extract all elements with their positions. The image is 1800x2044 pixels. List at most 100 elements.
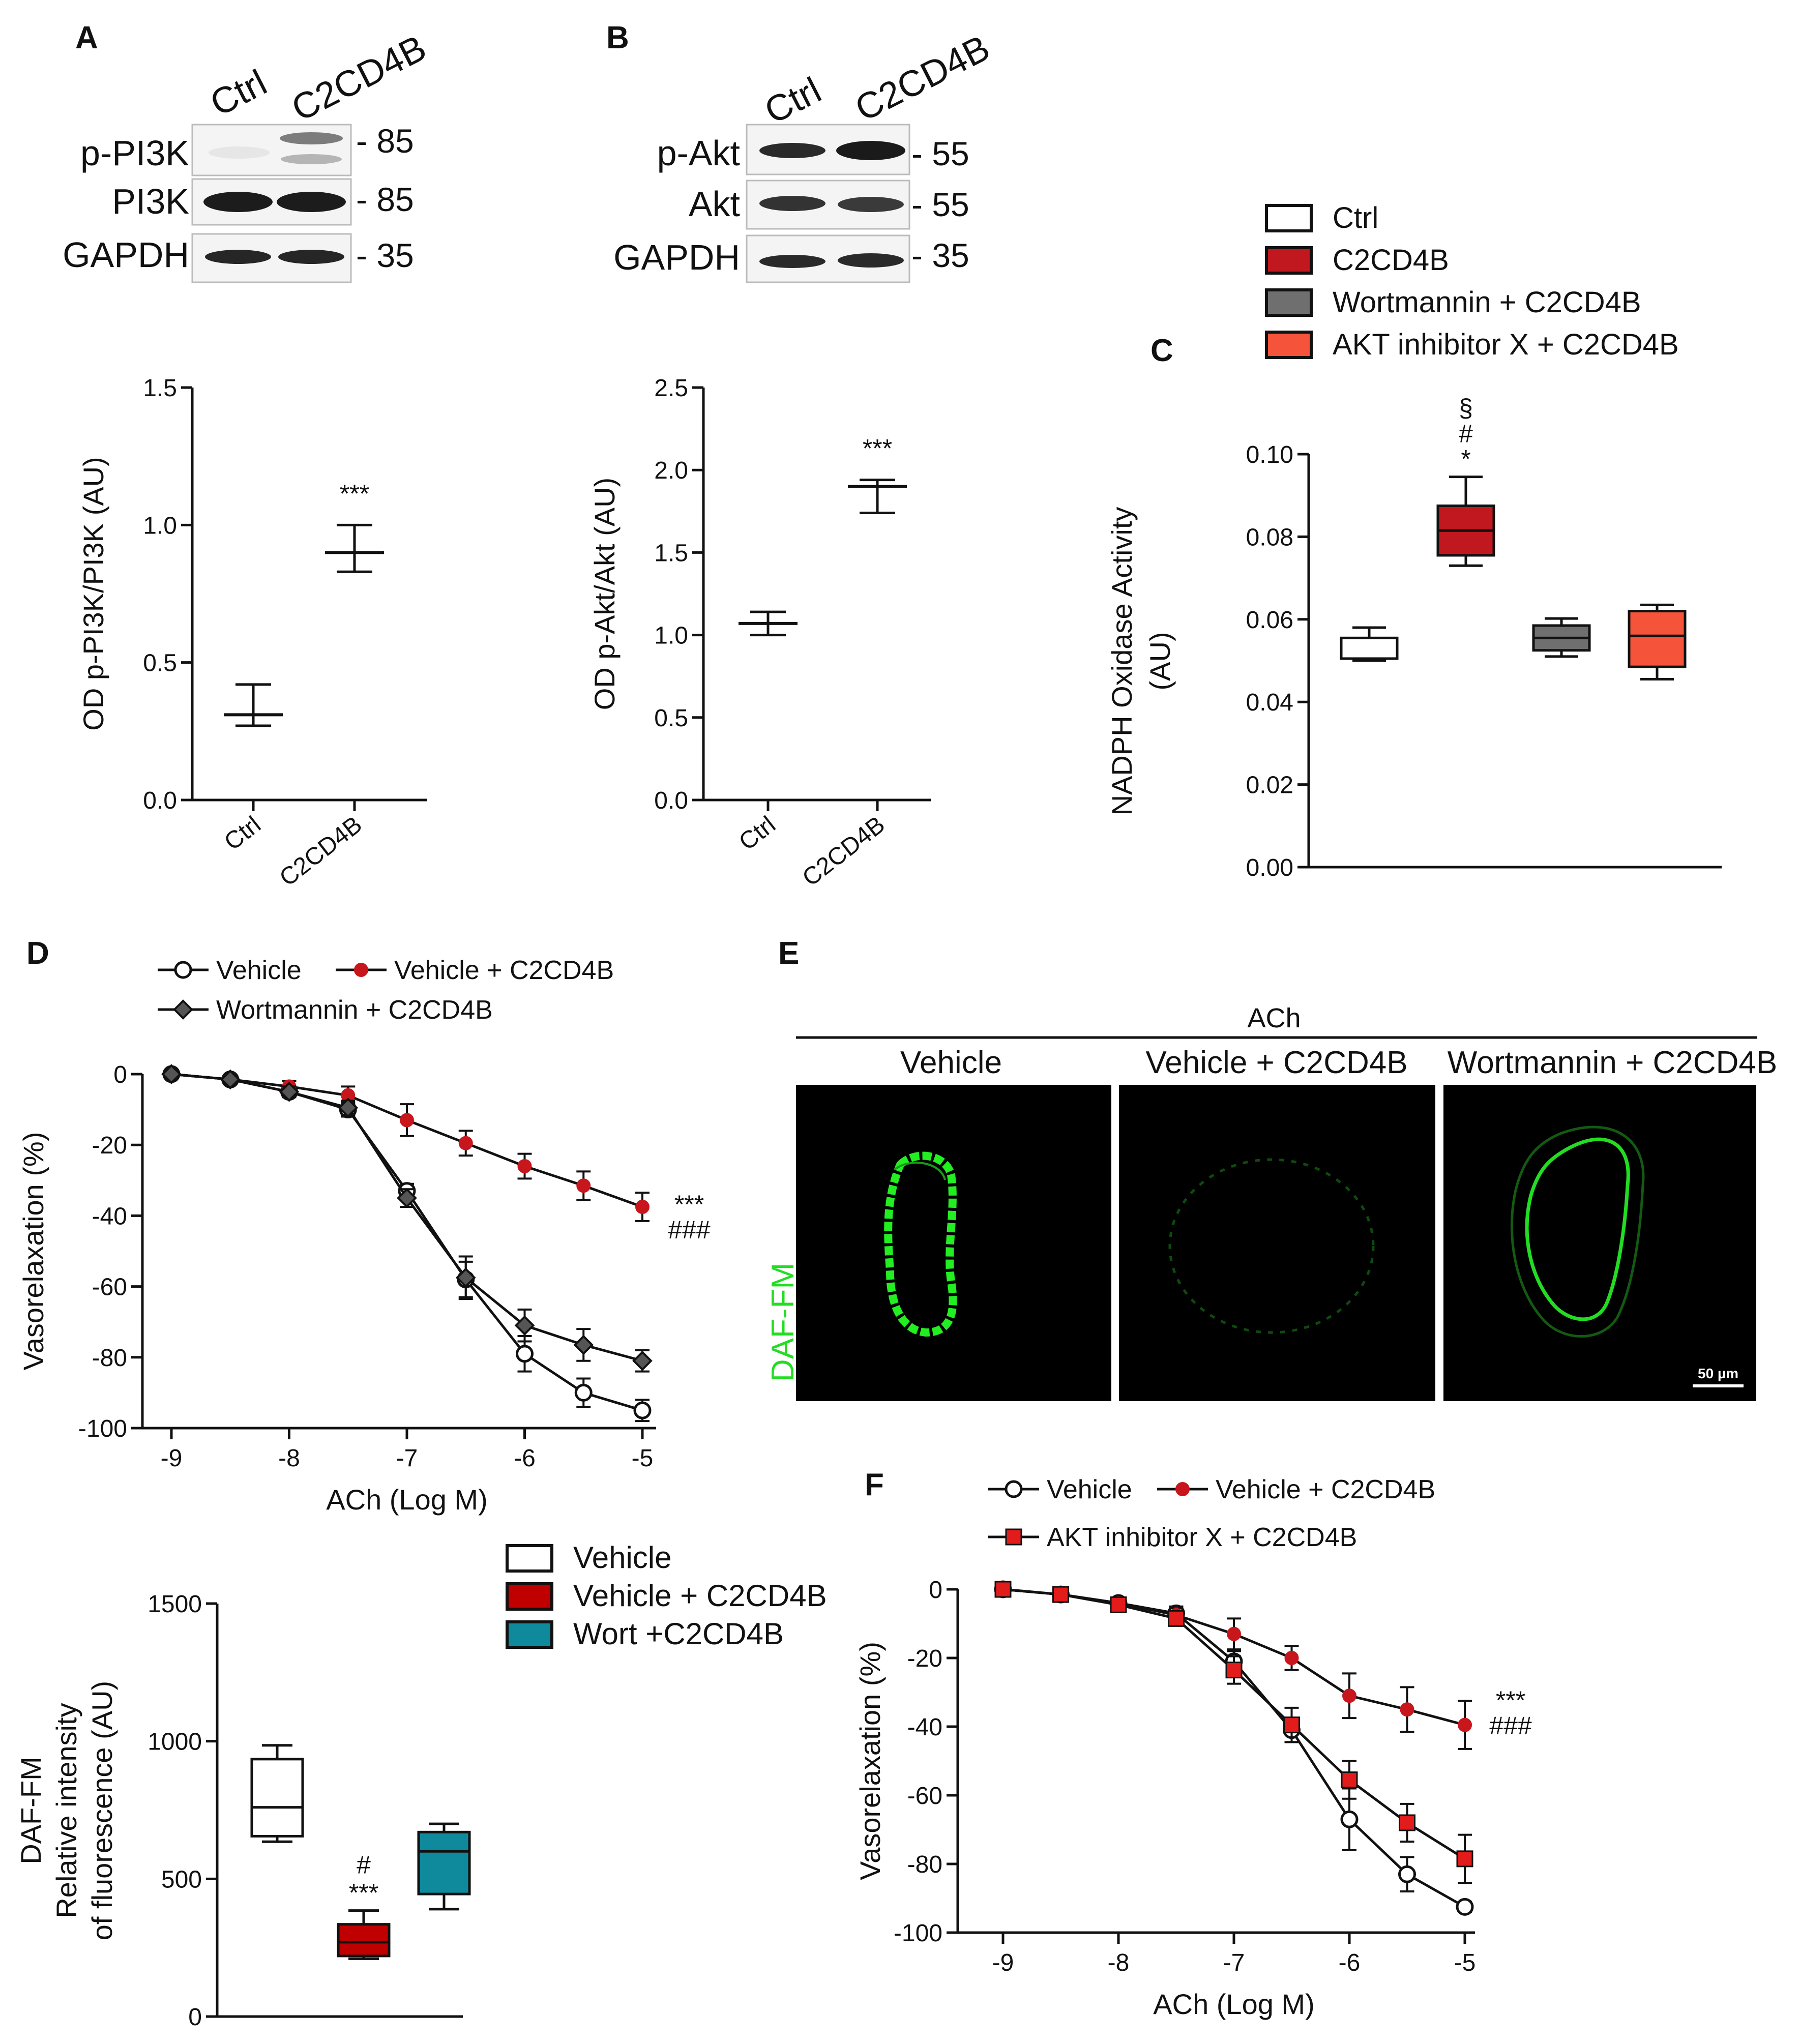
chart-c-significance: §	[1459, 394, 1473, 423]
blot-b-mw-pakt: - 55	[911, 135, 969, 172]
chart-d-point-red-circle	[458, 1136, 473, 1150]
chart-a-x-tick-label: C2CD4B	[275, 811, 367, 892]
micro-image-vehicle	[796, 1085, 1111, 1401]
chart-d-point-diamond	[397, 1188, 417, 1208]
chart-daf-legend-swatch	[506, 1582, 553, 1611]
chart-d-point-diamond	[161, 1064, 182, 1084]
chart-d-point-red-circle	[635, 1200, 650, 1214]
chart-f-point-red-circle	[1284, 1651, 1299, 1665]
chart-daf-legend-swatch	[506, 1544, 553, 1573]
chart-f-y-tick-label: -100	[894, 1920, 942, 1947]
chart-f-y-label: Vasorelaxation (%)	[854, 1642, 886, 1880]
panel-letter-b: B	[606, 20, 629, 55]
chart-a-y-tick-label: 0.0	[143, 787, 177, 814]
chart-d-point-diamond	[338, 1098, 359, 1118]
chart-daf-y-tick-label: 1000	[147, 1729, 202, 1756]
chart-d-significance: ***	[674, 1190, 704, 1219]
micro-col-vehicle: Vehicle	[900, 1045, 1002, 1080]
chart-f-x-tick-label: -7	[1223, 1949, 1245, 1976]
chart-d-point-diamond	[279, 1081, 300, 1102]
chart-d-x-tick-label: -9	[161, 1445, 183, 1472]
chart-f-significance: ***	[1496, 1686, 1525, 1714]
chart-daf-y-label-line1: DAF-FM	[15, 1757, 47, 1864]
chart-f-point-red-circle	[1227, 1626, 1241, 1641]
chart-d-x-tick-label: -8	[278, 1445, 300, 1472]
chart-d-x-tick-label: -6	[514, 1445, 536, 1472]
panel-letter-e: E	[778, 936, 799, 971]
chart-c-y-tick-label: 0.02	[1246, 772, 1293, 799]
chart-d-legend-label: Vehicle	[216, 956, 302, 985]
chart-f-point-open-circle	[1456, 1898, 1474, 1916]
chart-daf-legend-swatch	[506, 1620, 553, 1649]
chart-c-y-tick-label: 0.00	[1246, 854, 1293, 881]
micro-image-vehicle-c2cd4b	[1119, 1085, 1435, 1401]
chart-c-y-tick-label: 0.08	[1246, 524, 1293, 551]
chart-d-point-open-circle	[574, 1383, 593, 1402]
chart-daf-legend-label: Vehicle	[573, 1541, 671, 1575]
chart-f-point-red-circle	[1458, 1717, 1472, 1732]
panel-letter-d: D	[26, 936, 49, 971]
chart-f-significance: ###	[1489, 1711, 1532, 1740]
chart-a-pi3k: 0.0 0.5 1.0 1.5 Ctrl C2CD4B *** OD p-PI3K/PI3K …	[77, 375, 427, 892]
chart-c-significance: *	[1461, 445, 1470, 473]
chart-d-legend-label: Wortmannin + C2CD4B	[216, 995, 493, 1025]
chart-f-legend-label: Vehicle	[1047, 1475, 1132, 1504]
chart-f-point-red-square	[1052, 1586, 1069, 1603]
micro-stain-label: DAF-FM	[765, 1263, 801, 1382]
chart-f-x-label: ACh (Log M)	[1153, 1988, 1314, 2020]
chart-c-y-tick-label: 0.04	[1246, 689, 1293, 716]
chart-c-y-label-line1: NADPH Oxidase Activity	[1106, 507, 1138, 816]
panel-letter-f: F	[865, 1467, 884, 1502]
chart-b-y-label: OD p-Akt/Akt (AU)	[588, 478, 621, 710]
blot-b-row-gapdh: GAPDH - 35	[613, 234, 969, 283]
chart-d-vasorelaxation: 0 -20 -40 -60 -80 -100 -9 -8 -7 -6 -5 ACh (Log M) Va…	[17, 956, 711, 1516]
chart-b-x-tick-label: Ctrl	[734, 811, 780, 856]
blot-a-mw-gapdh: - 35	[356, 236, 414, 274]
chart-c-y-label-line2: (AU)	[1144, 632, 1176, 690]
chart-a-y-tick-label: 0.5	[143, 650, 177, 677]
chart-f-point-open-circle	[1398, 1865, 1416, 1883]
chart-f-x-tick-label: -8	[1108, 1949, 1130, 1976]
chart-a-y-tick-label: 1.0	[143, 512, 177, 539]
chart-f-point-red-square	[1168, 1610, 1185, 1627]
chart-f-point-red-square	[1225, 1662, 1243, 1679]
chart-f-point-red-square	[994, 1581, 1012, 1598]
blot-a-row-gapdh: GAPDH - 35	[63, 233, 414, 283]
chart-daf-box	[337, 1923, 391, 1958]
chart-f-point-red-square	[1110, 1596, 1127, 1613]
chart-d-point-open-circle	[516, 1345, 534, 1363]
chart-f-y-tick-label: 0	[929, 1577, 942, 1604]
chart-d-point-diamond	[455, 1267, 476, 1288]
chart-b-y-tick-label: 1.0	[654, 623, 688, 649]
chart-f-legend-point-red-circle	[1175, 1482, 1190, 1496]
blot-b-label-pakt: p-Akt	[657, 133, 740, 173]
micro-header: ACh	[1247, 1003, 1301, 1033]
chart-c-nadph: 0.00 0.02 0.04 0.06 0.08 0.10 Ctrl C2CD4B Wortma…	[1106, 201, 1722, 881]
micro-col-wortmannin-c2cd4b: Wortmannin + C2CD4B	[1448, 1045, 1777, 1080]
chart-c-legend-label: Wortmannin + C2CD4B	[1333, 286, 1641, 319]
chart-f-point-red-circle	[1342, 1688, 1356, 1703]
chart-daf-box	[417, 1830, 471, 1895]
chart-d-point-diamond	[573, 1335, 594, 1355]
chart-d-y-tick-label: -80	[92, 1345, 127, 1372]
chart-c-box	[1340, 636, 1399, 660]
blot-a-label-pi3k: PI3K	[112, 182, 189, 221]
chart-d-x-tick-label: -5	[632, 1445, 654, 1472]
blot-a-row-ppi3k: p-PI3K - 85	[80, 122, 414, 176]
chart-d-point-diamond	[220, 1069, 241, 1090]
chart-d-point-red-circle	[517, 1159, 532, 1173]
chart-d-y-tick-label: -20	[92, 1132, 127, 1159]
chart-daf-y-label-line3: of fluorescence (AU)	[86, 1681, 118, 1940]
chart-b-akt: 0.0 0.5 1.0 1.5 2.0 2.5 Ctrl C2CD4B *** OD p-Akt/…	[588, 375, 931, 892]
chart-f-point-red-circle	[1400, 1702, 1414, 1717]
chart-c-legend-label: C2CD4B	[1333, 244, 1449, 277]
blot-b-mw-gapdh: - 35	[911, 236, 969, 274]
chart-d-y-label: Vasorelaxation (%)	[17, 1132, 49, 1371]
scale-bar-label: 50 µm	[1698, 1366, 1738, 1381]
chart-f-point-red-square	[1456, 1850, 1473, 1868]
blot-b-mw-akt: - 55	[911, 186, 969, 223]
chart-a-x-tick-label: Ctrl	[219, 811, 265, 856]
blot-a-mw-pi3k: - 85	[356, 181, 414, 218]
micro-col-vehicle-c2cd4b: Vehicle + C2CD4B	[1145, 1045, 1407, 1080]
chart-d-y-tick-label: -60	[92, 1274, 127, 1301]
